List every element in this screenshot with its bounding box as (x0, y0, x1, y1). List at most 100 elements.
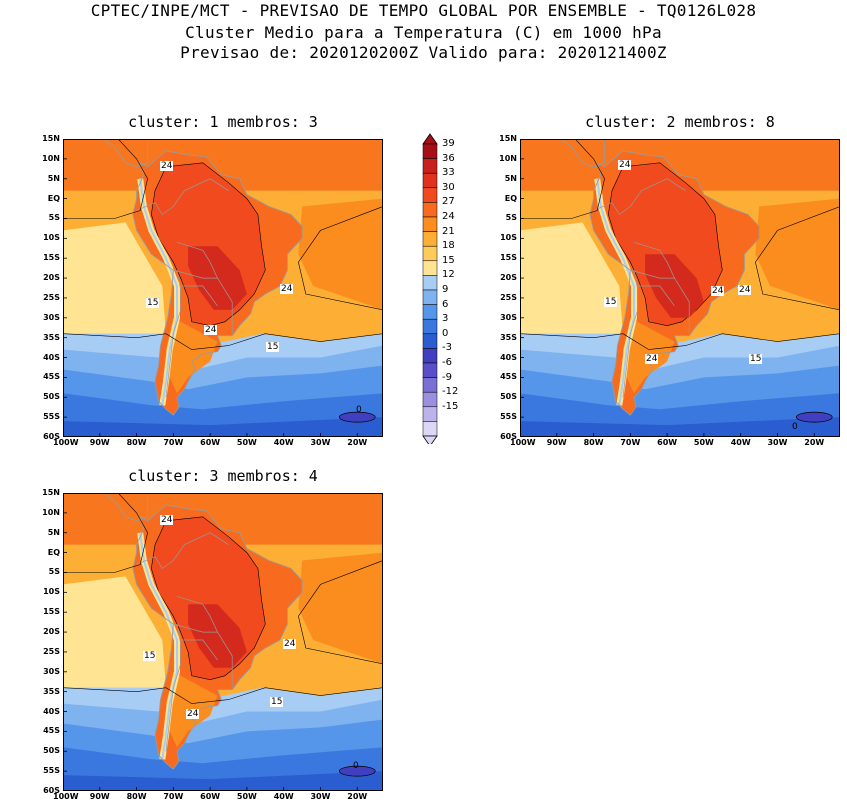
country-border (180, 285, 218, 307)
lat-tick-label: 35S (500, 332, 517, 342)
contour-24-east (755, 206, 840, 311)
subtitle-variable: Cluster Medio para a Temperatura (C) em … (185, 23, 662, 42)
colorbar-segment (422, 260, 438, 276)
contour-15 (520, 333, 840, 350)
colorbar-label: 9 (442, 284, 449, 295)
central-america (560, 139, 605, 167)
lon-tick-label: 20W (347, 438, 368, 447)
country-border (633, 241, 675, 279)
lon-tick-label: 90W (546, 438, 567, 447)
lat-tick-label: 25S (500, 292, 517, 302)
lat-tick-label: 15N (499, 134, 517, 143)
lat-tick-label: 45S (500, 372, 517, 382)
contour-label: 15 (146, 298, 160, 308)
colorbar-segment (422, 231, 438, 247)
lat-tick-label: 35S (43, 686, 60, 696)
country-border (162, 532, 229, 569)
contour-label: 0 (792, 422, 798, 432)
colorbar-segment (422, 377, 438, 393)
country-border (165, 270, 182, 398)
lat-tick-label: EQ (47, 193, 60, 203)
country-border (619, 178, 686, 215)
south-band-0 (63, 417, 383, 437)
central-america (103, 493, 148, 521)
colorbar-segment (422, 318, 438, 335)
colorbar-top-arrow (422, 133, 438, 145)
map-frame (520, 139, 840, 437)
atlantic-warm-zone (298, 198, 383, 310)
lon-tick-label: 60W (200, 438, 221, 447)
country-border (176, 241, 218, 279)
panel-1-title: cluster: 1 membros: 3 (128, 113, 318, 131)
temperature-map-cluster-3 (63, 493, 383, 791)
lat-tick-label: 15S (43, 253, 60, 263)
lat-tick-label: 40S (43, 352, 60, 362)
contour-label: 24 (738, 285, 752, 295)
subtitle-dates: Previsao de: 2020120200Z Valido para: 20… (180, 43, 667, 62)
colorbar-label: -15 (442, 400, 459, 412)
lon-tick-label: 20W (347, 792, 368, 801)
contour-label: 15 (604, 297, 618, 307)
lon-tick-label: 90W (89, 792, 110, 801)
lon-tick-label: 80W (126, 792, 147, 801)
lat-tick-label: 20S (500, 273, 517, 283)
cold-pool-zero (795, 411, 833, 423)
lat-tick-label: 5S (505, 213, 517, 223)
lat-tick-label: 10N (42, 153, 60, 163)
lon-tick-label: 70W (163, 792, 184, 801)
lon-tick-label: 100W (510, 438, 536, 447)
country-border (180, 639, 218, 661)
colorbar-label: 12 (442, 269, 455, 281)
lat-tick-label: 30S (43, 666, 60, 676)
colorbar-label: -12 (442, 386, 459, 398)
lat-tick-label: 60S (43, 786, 60, 795)
country-border (593, 202, 620, 215)
cold-pool-zero (338, 765, 376, 777)
main-title: CPTEC/INPE/MCT - PREVISAO DE TEMPO GLOBA… (90, 1, 757, 20)
atlantic-warm-zone (298, 552, 383, 664)
lat-tick-label: EQ (504, 193, 517, 203)
coastline (132, 504, 303, 770)
country-border (637, 285, 675, 307)
colorbar-segment (422, 362, 438, 378)
colorbar-segment (422, 143, 438, 159)
patagonia-zone (166, 317, 218, 394)
lat-tick-label: 50S (43, 746, 60, 756)
contour-24-west (520, 139, 605, 219)
colorbar-segment (422, 391, 438, 408)
lat-tick-label: 30S (43, 312, 60, 322)
coastline-central (103, 493, 149, 522)
lon-tick-label: 80W (126, 438, 147, 447)
pacific-cool-zone (520, 222, 623, 334)
lon-tick-label: 30W (310, 438, 331, 447)
contour-label: 15 (749, 354, 763, 364)
country-border (165, 624, 182, 752)
colorbar-segment (422, 158, 438, 174)
panel-2-title: cluster: 2 membros: 8 (585, 113, 775, 131)
contour-label: 24 (204, 325, 218, 335)
temperature-colorbar (422, 133, 438, 444)
lat-tick-label: 45S (43, 372, 60, 382)
contour-label: 0 (356, 405, 362, 415)
lat-tick-label: 20S (43, 273, 60, 283)
lat-tick-label: 10S (43, 587, 60, 597)
colorbar-label: 6 (442, 298, 449, 310)
lat-tick-label: 15S (500, 253, 517, 263)
lat-tick-label: EQ (47, 547, 60, 557)
colorbar-label: 0 (442, 327, 449, 339)
lat-tick-label: 5S (48, 213, 60, 223)
colorbar-label: 21 (442, 225, 455, 237)
temperature-map-cluster-2 (520, 139, 840, 437)
country-border (162, 178, 229, 215)
lon-tick-label: 50W (693, 438, 714, 447)
colorbar-bottom-arrow (422, 435, 438, 444)
lat-tick-label: 5S (48, 567, 60, 577)
south-band-0 (63, 771, 383, 791)
contour-24-east (298, 206, 383, 311)
lon-tick-label: 30W (767, 438, 788, 447)
lon-tick-label: 60W (200, 792, 221, 801)
lon-tick-label: 80W (583, 438, 604, 447)
colorbar-segment (422, 333, 438, 349)
lat-tick-label: 15N (42, 134, 60, 143)
coastline (589, 150, 760, 416)
